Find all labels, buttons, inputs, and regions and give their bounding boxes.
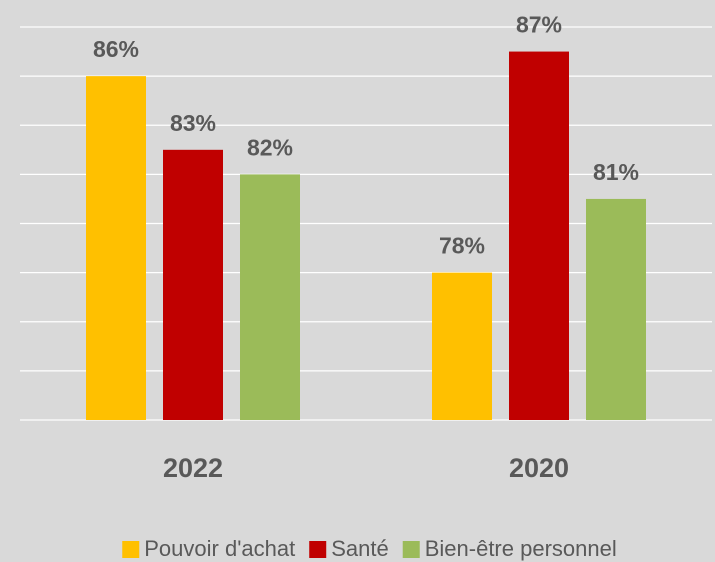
data-label: 87% [516,12,562,38]
bar [163,149,223,420]
data-label: 82% [247,134,293,160]
legend-swatch [309,541,327,558]
legend-label: Bien-être personnel [425,536,617,561]
legend-swatch [402,541,420,558]
legend-label: Pouvoir d'achat [144,536,295,561]
bar [586,198,646,420]
legend-swatch [122,541,140,558]
x-tick-label: 2020 [509,453,569,483]
x-tick-label: 2022 [163,453,223,483]
data-label: 81% [593,159,639,185]
data-label: 83% [170,110,216,136]
data-label: 86% [93,36,139,62]
bar [86,76,146,420]
bar [432,272,492,420]
bar [240,174,300,420]
legend-label: Santé [331,536,389,561]
bar [509,51,569,420]
data-label: 78% [439,233,485,259]
